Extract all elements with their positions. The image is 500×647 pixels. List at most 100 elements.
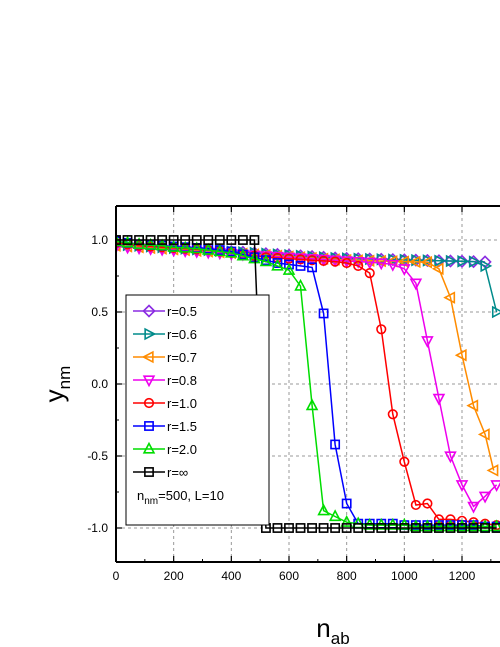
- x-tick-label: 600: [279, 569, 299, 583]
- data-point: [455, 480, 469, 493]
- series-r=∞: [116, 235, 500, 533]
- data-point: [318, 255, 329, 266]
- legend-note-rest: =500, L=10: [158, 488, 224, 503]
- legend-label: r=∞: [167, 465, 188, 480]
- data-point: [214, 235, 225, 245]
- data-point: [432, 519, 446, 532]
- data-point: [145, 235, 156, 245]
- data-point: [295, 260, 306, 271]
- data-point: [399, 523, 410, 533]
- data-point: [432, 393, 446, 406]
- legend-label: r=2.0: [167, 442, 197, 457]
- y-axis-title-main: y: [39, 389, 69, 402]
- data-point: [305, 398, 319, 411]
- data-point: [284, 259, 294, 270]
- data-point: [134, 235, 144, 245]
- data-point: [225, 245, 238, 258]
- data-point: [341, 498, 352, 509]
- data-point: [341, 257, 352, 269]
- data-point: [295, 254, 306, 265]
- legend-item: r=1.5: [133, 419, 197, 434]
- data-point: [445, 254, 458, 268]
- legend-label: r=1.5: [167, 419, 197, 434]
- data-point: [155, 238, 169, 251]
- data-point: [248, 251, 261, 264]
- legend-item: r=0.8: [133, 373, 197, 388]
- data-point: [374, 258, 388, 271]
- data-point: [282, 263, 296, 275]
- legend-label: r=0.6: [167, 327, 197, 342]
- data-point: [477, 428, 490, 441]
- series-line: [116, 245, 498, 508]
- data-point: [330, 523, 341, 533]
- data-point: [328, 509, 342, 522]
- data-point: [364, 523, 375, 533]
- data-point: [466, 399, 479, 412]
- data-point: [307, 523, 317, 533]
- data-point: [491, 305, 500, 319]
- data-point: [157, 235, 168, 245]
- data-point: [226, 235, 237, 245]
- legend-label: r=1.0: [167, 396, 197, 411]
- data-point: [376, 523, 387, 533]
- legend: r=0.5 r=0.6 r=0.7 r=0.8 r=1.0 r=1.5 r=2.0 r=∞ n…: [125, 294, 270, 526]
- legend-label: r=0.8: [167, 373, 197, 388]
- data-point: [399, 456, 410, 467]
- series-line: [116, 240, 497, 528]
- data-point: [480, 259, 493, 273]
- data-point: [307, 262, 317, 273]
- y-tick-label: 1.0: [91, 233, 108, 247]
- data-point: [490, 480, 500, 493]
- legend-note: nnm=500, L=10: [137, 488, 224, 507]
- data-point: [443, 291, 456, 304]
- data-point: [306, 255, 318, 266]
- legend-note-sub: nm: [144, 496, 158, 507]
- data-point: [486, 464, 499, 477]
- data-point: [445, 523, 456, 533]
- data-point: [421, 519, 434, 532]
- data-point: [455, 519, 469, 532]
- legend-swatch-marker: [142, 304, 156, 318]
- x-tick-label: 0: [113, 569, 120, 583]
- series-line: [116, 239, 497, 529]
- x-tick-label: 1200: [449, 569, 476, 583]
- data-point: [284, 523, 294, 533]
- y-tick-label: -0.5: [87, 449, 108, 463]
- data-point: [397, 255, 409, 268]
- data-point: [410, 499, 421, 511]
- data-point: [330, 256, 341, 267]
- data-point: [387, 409, 398, 420]
- legend-entries: r=0.5 r=0.6 r=0.7 r=0.8 r=1.0 r=1.5 r=2.0 r=∞: [133, 304, 197, 480]
- data-point: [259, 254, 273, 267]
- x-axis-title-main: n: [316, 613, 330, 643]
- data-point: [178, 240, 192, 253]
- data-point: [434, 254, 447, 268]
- data-point: [353, 260, 364, 272]
- legend-swatch-marker: [144, 327, 157, 341]
- data-point: [468, 255, 481, 268]
- data-point: [340, 256, 353, 269]
- legend-swatch-marker: [142, 441, 156, 454]
- data-point: [190, 241, 204, 254]
- data-point: [122, 235, 133, 245]
- data-point: [434, 523, 444, 533]
- data-point: [491, 523, 500, 533]
- data-point: [421, 336, 434, 349]
- data-point: [191, 235, 202, 245]
- legend-note-prefix: n: [137, 488, 144, 503]
- data-point: [457, 523, 467, 533]
- data-point: [409, 519, 423, 532]
- x-tick-label: 400: [221, 569, 241, 583]
- x-axis-title: nab: [316, 613, 349, 647]
- y-tick-label: -1.0: [87, 521, 108, 535]
- data-point: [386, 259, 400, 272]
- series-layer: [116, 234, 500, 533]
- data-point: [409, 278, 423, 291]
- data-point: [457, 255, 470, 268]
- legend-swatch-marker: [144, 421, 154, 431]
- data-point: [444, 519, 457, 532]
- data-point: [318, 308, 329, 319]
- data-point: [213, 244, 227, 257]
- data-point: [283, 253, 295, 264]
- data-point: [467, 519, 480, 532]
